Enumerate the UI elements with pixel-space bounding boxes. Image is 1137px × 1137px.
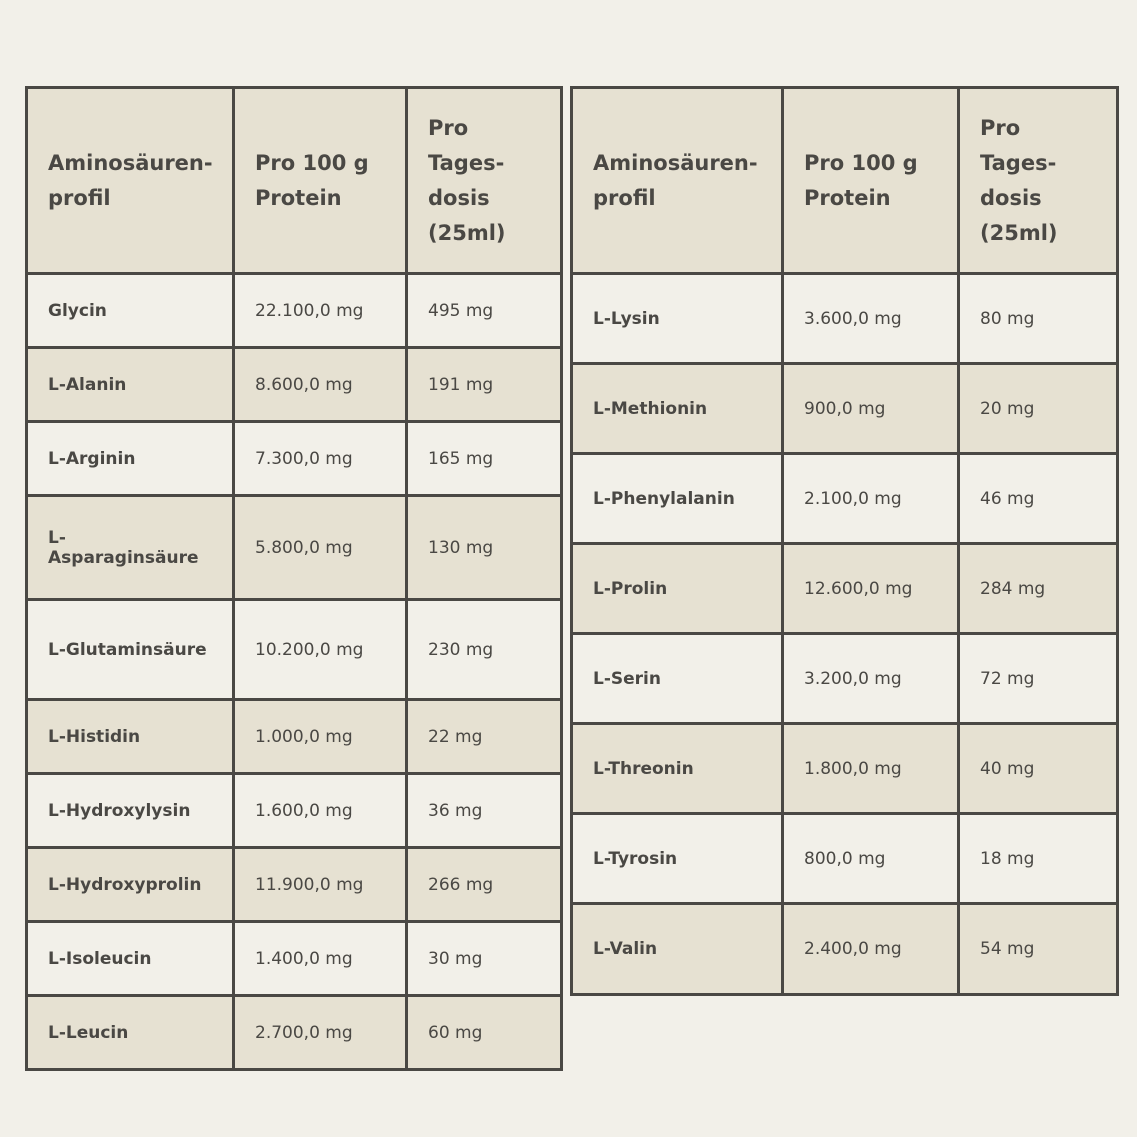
per-dose-value: 191 mg [405,346,563,423]
header-amino-acid: Aminosäuren- profil [25,86,235,275]
per-dose-value: 130 mg [405,494,563,601]
per-100g-value: 1.600,0 mg [232,772,408,849]
per-dose-value: 22 mg [405,698,563,775]
per-dose-value: 72 mg [957,632,1119,725]
header-row: Aminosäuren- profil Pro 100 g Protein Pr… [570,86,1119,275]
table-row: Glycin 22.100,0 mg 495 mg [25,272,563,349]
header-per-dose: Pro Tages- dosis (25ml) [957,86,1119,275]
table-row: L-Leucin 2.700,0 mg 60 mg [25,994,563,1071]
per-dose-value: 165 mg [405,420,563,497]
table-row: L-Isoleucin 1.400,0 mg 30 mg [25,920,563,997]
amino-acid-name: L-Alanin [25,346,235,423]
per-100g-value: 11.900,0 mg [232,846,408,923]
per-100g-value: 2.400,0 mg [781,902,960,996]
per-100g-value: 1.000,0 mg [232,698,408,775]
amino-acid-name: L-Hydroxyprolin [25,846,235,923]
table-row: L-Histidin 1.000,0 mg 22 mg [25,698,563,775]
table-row: L-Lysin 3.600,0 mg 80 mg [570,272,1119,365]
per-dose-value: 54 mg [957,902,1119,996]
table-row: L-Tyrosin 800,0 mg 18 mg [570,812,1119,905]
table-row: L- Asparaginsäure 5.800,0 mg 130 mg [25,494,563,601]
per-100g-value: 900,0 mg [781,362,960,455]
per-dose-value: 30 mg [405,920,563,997]
amino-acid-name: L-Serin [570,632,784,725]
per-100g-value: 2.100,0 mg [781,452,960,545]
amino-acid-name: L-Prolin [570,542,784,635]
amino-acid-name: L-Threonin [570,722,784,815]
per-100g-value: 1.800,0 mg [781,722,960,815]
table-row: L-Valin 2.400,0 mg 54 mg [570,902,1119,996]
per-100g-value: 3.600,0 mg [781,272,960,365]
table-row: L-Methionin 900,0 mg 20 mg [570,362,1119,455]
amino-acid-name: L-Arginin [25,420,235,497]
table-row: L-Alanin 8.600,0 mg 191 mg [25,346,563,423]
table-row: L-Glutaminsäure 10.200,0 mg 230 mg [25,598,563,701]
amino-acid-table-right: Aminosäuren- profil Pro 100 g Protein Pr… [570,86,1119,996]
per-100g-value: 3.200,0 mg [781,632,960,725]
table-row: L-Arginin 7.300,0 mg 165 mg [25,420,563,497]
per-dose-value: 266 mg [405,846,563,923]
table-row: L-Phenylalanin 2.100,0 mg 46 mg [570,452,1119,545]
per-dose-value: 40 mg [957,722,1119,815]
per-dose-value: 495 mg [405,272,563,349]
amino-acid-name: L-Tyrosin [570,812,784,905]
per-100g-value: 800,0 mg [781,812,960,905]
per-100g-value: 10.200,0 mg [232,598,408,701]
per-100g-value: 2.700,0 mg [232,994,408,1071]
amino-acid-name: L-Phenylalanin [570,452,784,545]
amino-acid-name: L-Glutaminsäure [25,598,235,701]
amino-acid-name: L-Hydroxylysin [25,772,235,849]
per-dose-value: 230 mg [405,598,563,701]
per-dose-value: 46 mg [957,452,1119,545]
per-100g-value: 7.300,0 mg [232,420,408,497]
table-row: L-Hydroxylysin 1.600,0 mg 36 mg [25,772,563,849]
per-100g-value: 8.600,0 mg [232,346,408,423]
header-amino-acid: Aminosäuren- profil [570,86,784,275]
amino-acid-name: L-Methionin [570,362,784,455]
per-100g-value: 5.800,0 mg [232,494,408,601]
per-dose-value: 80 mg [957,272,1119,365]
table-row: L-Serin 3.200,0 mg 72 mg [570,632,1119,725]
header-per-100g: Pro 100 g Protein [232,86,408,275]
per-dose-value: 284 mg [957,542,1119,635]
per-100g-value: 12.600,0 mg [781,542,960,635]
amino-acid-name: L-Histidin [25,698,235,775]
per-dose-value: 60 mg [405,994,563,1071]
per-100g-value: 1.400,0 mg [232,920,408,997]
amino-acid-name: L-Valin [570,902,784,996]
amino-acid-table-left: Aminosäuren- profil Pro 100 g Protein Pr… [25,86,563,1071]
amino-acid-name: L-Isoleucin [25,920,235,997]
amino-acid-name: Glycin [25,272,235,349]
header-per-100g: Pro 100 g Protein [781,86,960,275]
per-dose-value: 18 mg [957,812,1119,905]
per-dose-value: 20 mg [957,362,1119,455]
header-per-dose: Pro Tages- dosis (25ml) [405,86,563,275]
table-row: L-Hydroxyprolin 11.900,0 mg 266 mg [25,846,563,923]
amino-acid-name: L-Lysin [570,272,784,365]
table-row: L-Threonin 1.800,0 mg 40 mg [570,722,1119,815]
amino-acid-name: L- Asparaginsäure [25,494,235,601]
table-row: L-Prolin 12.600,0 mg 284 mg [570,542,1119,635]
header-row: Aminosäuren- profil Pro 100 g Protein Pr… [25,86,563,275]
per-100g-value: 22.100,0 mg [232,272,408,349]
amino-acid-name: L-Leucin [25,994,235,1071]
per-dose-value: 36 mg [405,772,563,849]
